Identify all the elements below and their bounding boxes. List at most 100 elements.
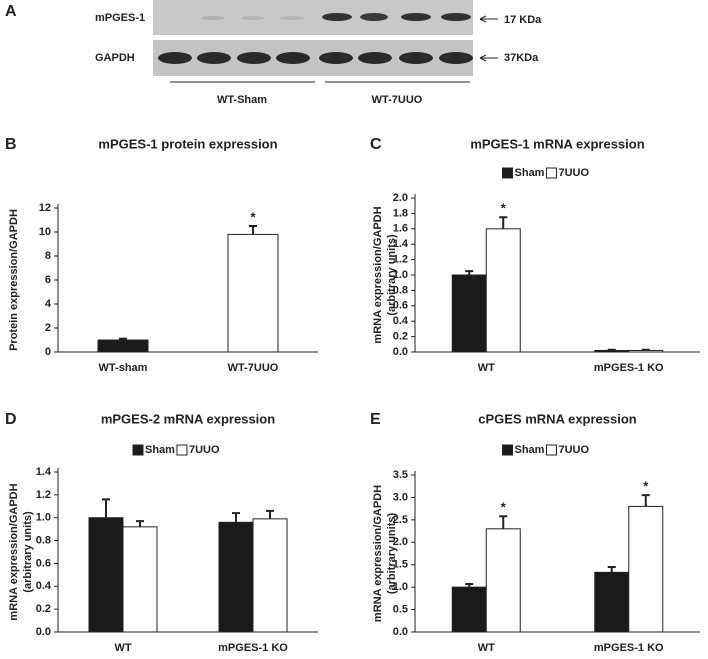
y-tick-label: 0.4 <box>36 580 52 592</box>
y-tick-label: 1.2 <box>393 254 408 266</box>
blot-group-label: WT-Sham <box>217 94 267 106</box>
bar <box>88 517 124 633</box>
error-bar <box>641 494 650 507</box>
y-tick-label: 0.2 <box>393 331 408 343</box>
y-tick-label: 2.5 <box>393 514 408 526</box>
y-tick-label: 1.4 <box>36 466 52 478</box>
error-bar <box>119 337 127 340</box>
y-tick-label: 0.0 <box>393 626 408 638</box>
y-tick-label: 8 <box>45 250 51 262</box>
bar <box>451 586 487 633</box>
bar <box>594 349 630 353</box>
chart-title: cPGES mRNA expression <box>478 411 637 426</box>
chart-title: mPGES-1 protein expression <box>98 136 277 151</box>
x-tick-label: WT <box>478 362 495 374</box>
y-tick-label: 0.0 <box>393 346 408 358</box>
legend-label: Sham <box>515 167 545 179</box>
legend-swatch <box>502 167 513 179</box>
significance-mark: * <box>643 479 649 494</box>
blot-row-label: GAPDH <box>95 52 135 64</box>
bar <box>628 349 664 353</box>
error-bar <box>465 270 474 275</box>
legend-swatch <box>176 444 188 456</box>
error-bar <box>102 498 110 518</box>
blot-size-label: 17 KDa <box>504 14 542 26</box>
error-bar <box>607 348 616 351</box>
error-bar <box>499 216 508 229</box>
panel-letter: B <box>5 136 17 153</box>
bar <box>252 518 288 633</box>
y-tick-label: 2.0 <box>393 192 408 204</box>
legend-swatch <box>502 444 513 456</box>
panel-letter: E <box>370 411 381 428</box>
y-tick-label: 1.0 <box>393 581 408 593</box>
bar <box>122 526 158 633</box>
y-tick-label: 0.6 <box>393 300 408 312</box>
y-tick-label: 6 <box>45 274 51 286</box>
chart-title: mPGES-1 mRNA expression <box>470 136 644 151</box>
blot-image <box>153 0 498 83</box>
chart-title: mPGES-2 mRNA expression <box>101 411 275 426</box>
x-tick-label: mPGES-1 KO <box>218 642 288 654</box>
x-tick-label: mPGES-1 KO <box>594 362 664 374</box>
legend-label: Sham <box>145 444 175 456</box>
bar <box>485 528 521 633</box>
y-tick-label: 4 <box>45 298 52 310</box>
y-tick-label: 3.0 <box>393 491 408 503</box>
legend-label: 7UUO <box>189 444 220 456</box>
error-bar <box>232 512 240 523</box>
blot-size-label: 37KDa <box>504 52 539 64</box>
significance-mark: * <box>501 201 507 216</box>
y-axis-label: (arbitrary units) <box>386 513 398 595</box>
y-tick-label: 2.0 <box>393 536 408 548</box>
error-bar <box>607 565 616 573</box>
error-bar <box>641 348 650 351</box>
y-tick-label: 0.8 <box>36 534 51 546</box>
panel-letter: D <box>5 411 17 428</box>
legend-swatch <box>545 444 557 456</box>
legend-label: Sham <box>515 444 545 456</box>
blot-group-label: WT-7UUO <box>372 94 423 106</box>
y-axis-label: (arbitrary units) <box>386 234 398 316</box>
x-tick-label: WT-sham <box>99 362 148 374</box>
y-tick-label: 3.5 <box>393 469 408 481</box>
legend-label: 7UUO <box>558 167 589 179</box>
y-tick-label: 0.0 <box>36 626 51 638</box>
y-tick-label: 0.4 <box>393 315 409 327</box>
y-tick-label: 12 <box>39 202 51 214</box>
panel-letter: C <box>370 136 382 153</box>
blot-row-label: mPGES-1 <box>95 12 145 24</box>
bar <box>97 339 149 353</box>
y-tick-label: 1.8 <box>393 207 408 219</box>
x-tick-label: WT-7UUO <box>228 362 279 374</box>
y-tick-label: 0.8 <box>393 284 408 296</box>
y-tick-label: 1.4 <box>393 238 409 250</box>
error-bar <box>499 515 508 529</box>
legend-swatch <box>132 444 144 456</box>
legend-swatch <box>545 167 557 179</box>
bar <box>628 505 664 633</box>
x-tick-label: mPGES-1 KO <box>594 642 664 654</box>
y-tick-label: 0.5 <box>393 603 408 615</box>
significance-mark: * <box>501 500 507 515</box>
y-tick-label: 1.0 <box>36 512 51 524</box>
bar <box>594 571 630 633</box>
x-tick-label: WT <box>478 642 495 654</box>
y-axis-label: (arbitrary units) <box>22 511 34 593</box>
y-tick-label: 1.2 <box>36 489 51 501</box>
error-bar <box>266 509 274 519</box>
y-tick-label: 0.6 <box>36 557 51 569</box>
y-axis-label: mRNA expression/GAPDH <box>372 206 384 343</box>
panel-letter: A <box>5 3 17 20</box>
y-tick-label: 1.5 <box>393 559 408 571</box>
error-bar <box>465 583 474 588</box>
error-bar <box>249 225 257 235</box>
y-tick-label: 0.2 <box>36 603 51 615</box>
y-tick-label: 0 <box>45 346 51 358</box>
bar <box>218 521 254 633</box>
y-axis-label: mRNA expression/GAPDH <box>372 485 384 622</box>
legend-label: 7UUO <box>558 444 589 456</box>
y-tick-label: 10 <box>39 226 51 238</box>
y-tick-label: 1.0 <box>393 269 408 281</box>
